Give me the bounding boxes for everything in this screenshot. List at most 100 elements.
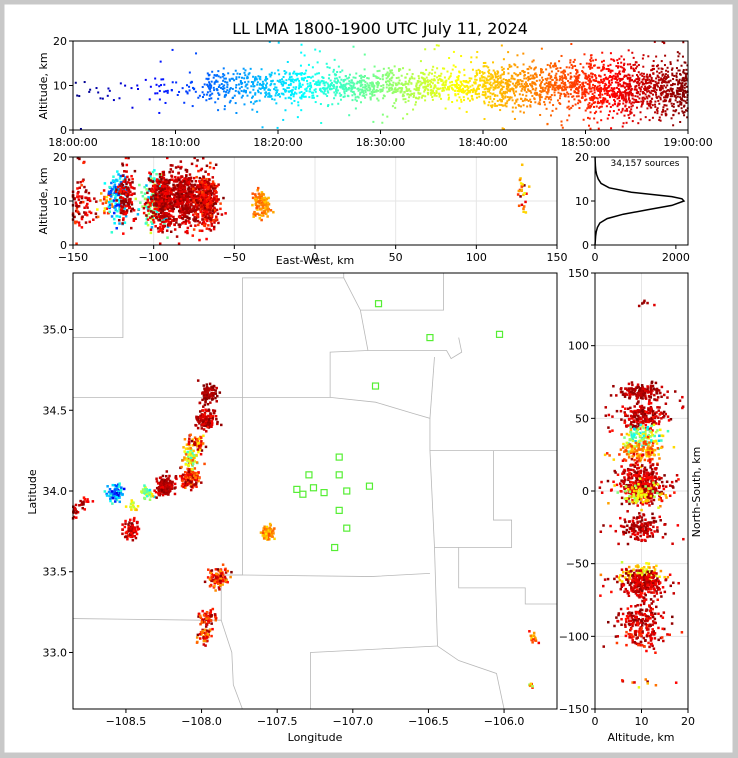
source-point bbox=[669, 61, 672, 64]
source-point bbox=[237, 83, 240, 86]
source-point bbox=[161, 208, 165, 212]
source-point bbox=[203, 218, 206, 221]
source-point bbox=[196, 184, 200, 187]
source-point bbox=[619, 94, 622, 97]
source-point bbox=[332, 87, 335, 90]
source-point bbox=[514, 84, 517, 87]
source-point bbox=[87, 191, 91, 195]
source-point bbox=[531, 81, 534, 84]
source-point bbox=[661, 74, 664, 77]
source-point bbox=[492, 69, 495, 72]
source-point bbox=[433, 75, 436, 78]
source-point bbox=[554, 84, 557, 87]
source-point bbox=[582, 66, 585, 69]
source-point bbox=[75, 510, 78, 514]
source-point bbox=[201, 190, 204, 194]
source-point bbox=[284, 82, 287, 85]
source-point bbox=[437, 79, 440, 82]
source-point bbox=[610, 58, 613, 61]
source-point bbox=[565, 88, 568, 91]
source-point bbox=[657, 99, 660, 102]
source-point bbox=[75, 242, 78, 245]
source-point bbox=[599, 92, 602, 95]
source-point bbox=[484, 61, 487, 64]
source-point bbox=[289, 97, 292, 100]
source-point bbox=[631, 101, 634, 104]
source-point bbox=[514, 82, 517, 85]
source-point bbox=[514, 86, 517, 89]
source-point bbox=[636, 65, 639, 68]
source-point bbox=[354, 107, 357, 110]
source-point bbox=[254, 92, 257, 95]
source-point bbox=[352, 84, 355, 87]
source-point bbox=[158, 194, 162, 198]
source-point bbox=[158, 226, 162, 229]
source-point bbox=[638, 97, 641, 100]
source-point bbox=[198, 180, 201, 183]
source-point bbox=[282, 83, 285, 86]
source-point bbox=[545, 82, 548, 85]
source-point bbox=[202, 179, 205, 183]
source-point bbox=[243, 71, 246, 74]
source-point bbox=[144, 197, 147, 201]
source-point bbox=[337, 65, 340, 68]
source-point bbox=[540, 91, 543, 94]
source-point bbox=[458, 107, 461, 110]
source-point bbox=[124, 522, 127, 525]
source-point bbox=[488, 87, 491, 90]
source-point bbox=[362, 86, 365, 89]
source-point bbox=[78, 224, 81, 227]
source-point bbox=[263, 88, 266, 91]
source-point bbox=[194, 218, 197, 221]
source-point bbox=[605, 87, 608, 90]
source-point bbox=[627, 83, 630, 86]
source-point bbox=[637, 122, 640, 125]
source-point bbox=[590, 96, 593, 99]
source-point bbox=[382, 86, 385, 89]
source-point bbox=[666, 108, 669, 111]
source-point bbox=[547, 85, 550, 88]
source-point bbox=[300, 51, 303, 54]
source-point bbox=[339, 81, 342, 84]
source-point bbox=[167, 199, 171, 203]
source-point bbox=[629, 76, 632, 79]
source-point bbox=[648, 81, 651, 84]
source-point bbox=[260, 208, 263, 211]
source-point bbox=[543, 89, 546, 92]
source-point bbox=[180, 216, 184, 220]
source-point bbox=[650, 89, 653, 92]
source-point bbox=[610, 78, 613, 81]
source-point bbox=[186, 197, 190, 201]
source-point bbox=[218, 84, 221, 87]
source-point bbox=[270, 71, 273, 74]
source-point bbox=[600, 90, 603, 93]
source-point bbox=[364, 86, 367, 89]
source-point bbox=[145, 214, 148, 217]
source-point bbox=[157, 187, 161, 191]
source-point bbox=[682, 105, 685, 108]
source-point bbox=[263, 201, 266, 204]
source-point bbox=[213, 187, 217, 190]
source-point bbox=[342, 83, 345, 86]
source-point bbox=[165, 196, 168, 200]
source-point bbox=[408, 80, 411, 83]
source-point bbox=[404, 98, 407, 101]
source-point bbox=[75, 207, 79, 210]
source-point bbox=[557, 91, 560, 94]
source-point bbox=[287, 86, 290, 89]
source-point bbox=[492, 61, 495, 64]
source-point bbox=[254, 93, 257, 96]
source-point bbox=[504, 102, 507, 105]
source-point bbox=[440, 97, 443, 100]
source-point bbox=[519, 73, 522, 76]
source-point bbox=[285, 71, 288, 74]
source-point bbox=[298, 79, 301, 82]
source-point bbox=[240, 81, 243, 84]
source-point bbox=[193, 219, 196, 222]
source-point bbox=[335, 89, 338, 92]
source-point bbox=[618, 96, 621, 99]
source-point bbox=[174, 166, 178, 169]
source-point bbox=[136, 84, 139, 87]
source-point bbox=[578, 85, 581, 88]
source-point bbox=[105, 492, 108, 496]
